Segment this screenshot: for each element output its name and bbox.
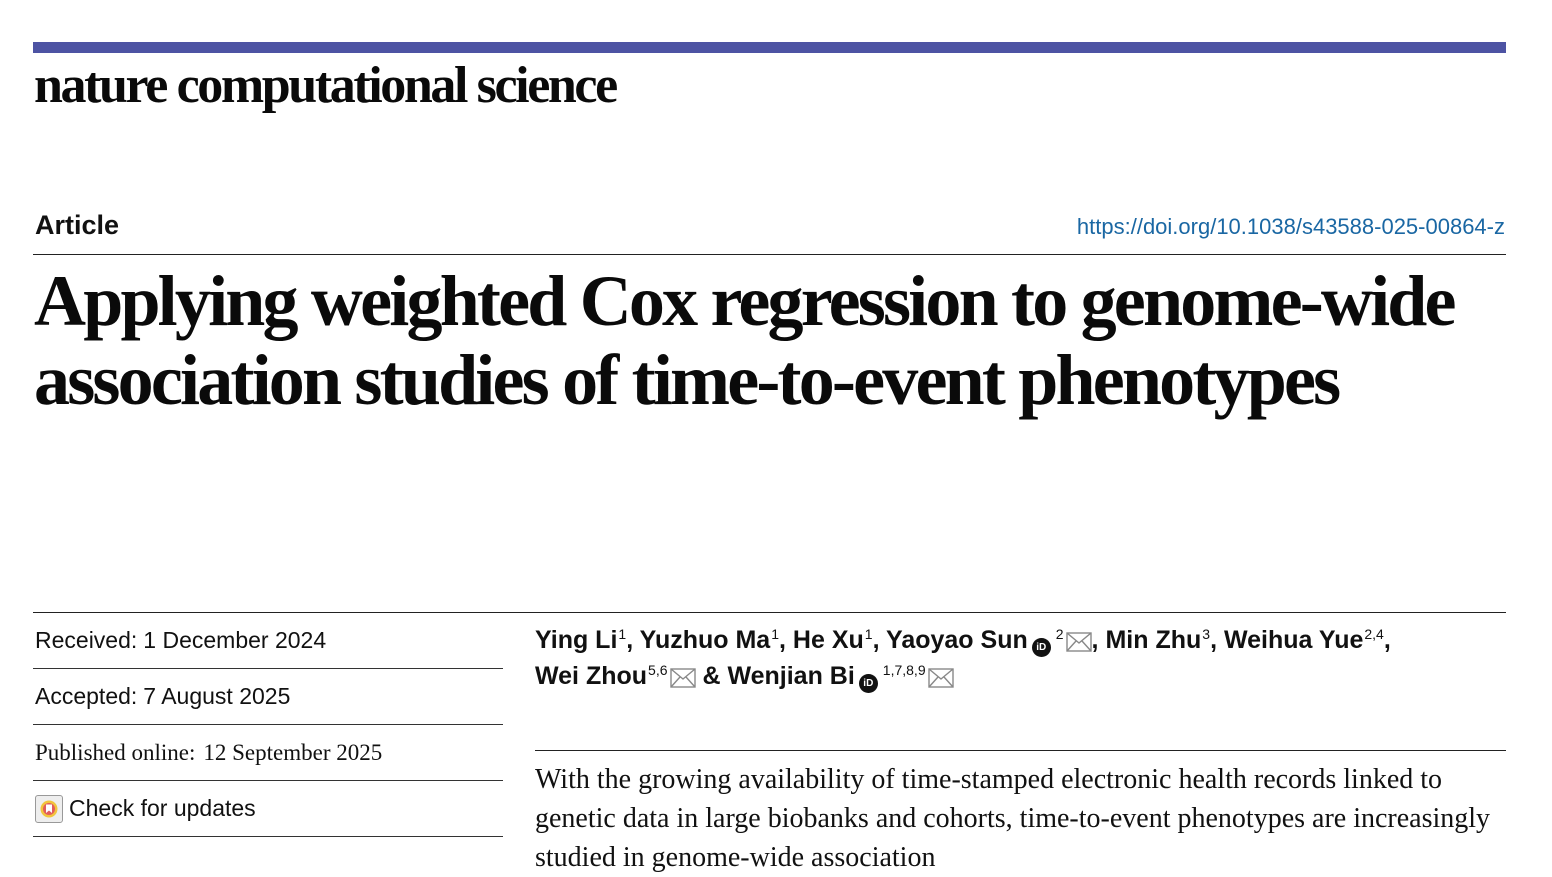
article-dates-panel: Received: 1 December 2024 Accepted: 7 Au… xyxy=(33,613,503,837)
orcid-icon[interactable]: iD xyxy=(1031,638,1051,657)
author[interactable]: Ying Li1 xyxy=(535,626,626,654)
author-name: He Xu xyxy=(792,626,864,654)
author[interactable]: Weihua Yue2,4 xyxy=(1224,626,1384,654)
author-name: Yuzhuo Ma xyxy=(639,626,771,654)
email-icon[interactable] xyxy=(669,668,696,688)
author[interactable]: Wei Zhou5,6 xyxy=(535,662,696,690)
author-list: Ying Li1, Yuzhuo Ma1, He Xu1, Yaoyao Sun… xyxy=(535,622,1495,694)
affiliation-number: 1 xyxy=(864,626,873,642)
author-name: Wei Zhou xyxy=(535,662,648,690)
affiliation-number: 1,7,8,9 xyxy=(882,662,926,678)
accepted-date: 7 August 2025 xyxy=(143,683,291,709)
journal-color-bar xyxy=(33,42,1506,53)
published-row: Published online: 12 September 2025 xyxy=(33,725,503,781)
orcid-icon[interactable]: iD xyxy=(858,674,878,693)
abstract-divider xyxy=(535,750,1506,751)
check-updates-label: Check for updates xyxy=(69,795,256,821)
received-row: Received: 1 December 2024 xyxy=(33,613,503,669)
article-type: Article xyxy=(35,210,120,240)
affiliation-number: 2 xyxy=(1055,626,1064,642)
email-icon[interactable] xyxy=(927,668,954,688)
affiliation-number: 2,4 xyxy=(1364,626,1384,642)
section-divider xyxy=(33,612,1506,613)
author-name: Ying Li xyxy=(535,626,618,654)
author[interactable]: Min Zhu3 xyxy=(1105,626,1210,654)
author[interactable]: Yaoyao Sun iD2 xyxy=(886,626,1092,657)
author-name: Yaoyao Sun xyxy=(886,626,1028,654)
doi-link[interactable]: https://doi.org/10.1038/s43588-025-00864… xyxy=(1076,214,1505,239)
author-name: Wenjian Bi xyxy=(727,662,855,690)
accepted-label: Accepted: xyxy=(35,683,138,709)
published-label: Published online: xyxy=(35,739,196,765)
author-name: Weihua Yue xyxy=(1223,626,1364,654)
author[interactable]: Yuzhuo Ma1 xyxy=(640,626,779,654)
abstract-text: With the growing availability of time-st… xyxy=(535,764,1491,873)
author[interactable]: Wenjian Bi iD1,7,8,9 xyxy=(727,662,954,693)
header-divider xyxy=(33,254,1506,255)
affiliation-number: 1 xyxy=(771,626,780,642)
check-updates-button[interactable]: Check for updates xyxy=(33,781,503,837)
check-updates-icon xyxy=(35,794,63,823)
author-name: Min Zhu xyxy=(1105,626,1202,654)
journal-name: nature computational science xyxy=(34,57,618,114)
author[interactable]: He Xu1 xyxy=(793,626,873,654)
article-title: Applying weighted Cox regression to geno… xyxy=(34,261,1457,420)
published-date: 12 September 2025 xyxy=(203,739,383,765)
affiliation-number: 5,6 xyxy=(648,662,668,678)
affiliation-number: 1 xyxy=(618,626,627,642)
accepted-row: Accepted: 7 August 2025 xyxy=(33,669,503,725)
affiliation-number: 3 xyxy=(1202,626,1211,642)
received-label: Received: xyxy=(35,627,138,653)
email-icon[interactable] xyxy=(1065,632,1092,652)
received-date: 1 December 2024 xyxy=(143,627,327,653)
